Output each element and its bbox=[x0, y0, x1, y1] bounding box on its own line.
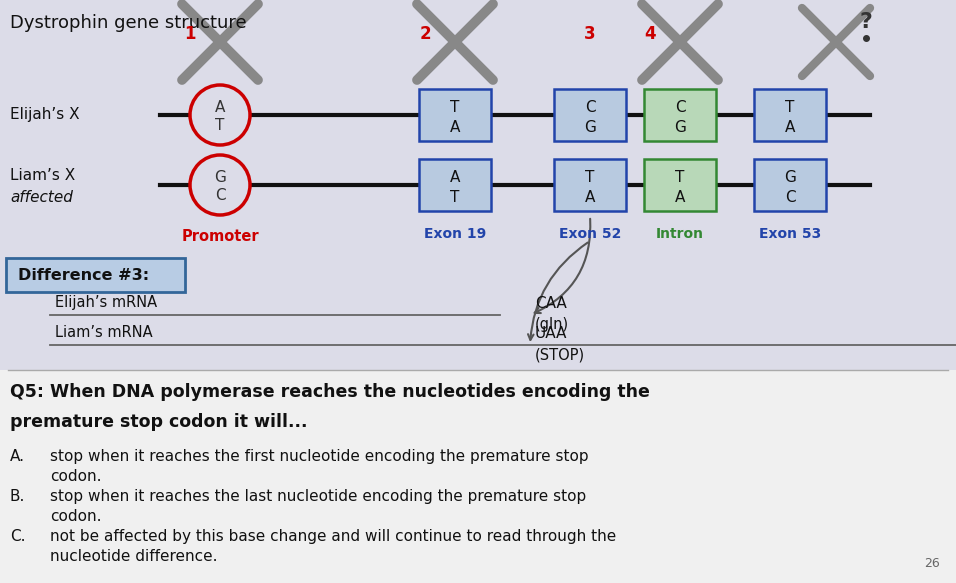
Text: A: A bbox=[450, 121, 460, 135]
Text: Exon 52: Exon 52 bbox=[559, 227, 621, 241]
Text: codon.: codon. bbox=[50, 469, 101, 484]
Text: 4: 4 bbox=[644, 25, 656, 43]
Bar bbox=[554, 89, 626, 141]
FancyBboxPatch shape bbox=[6, 258, 185, 292]
Text: Difference #3:: Difference #3: bbox=[18, 268, 149, 283]
Circle shape bbox=[190, 155, 250, 215]
Text: Exon 19: Exon 19 bbox=[424, 227, 486, 241]
Text: T: T bbox=[215, 118, 225, 134]
Text: Q5: When DNA polymerase reaches the nucleotides encoding the: Q5: When DNA polymerase reaches the nucl… bbox=[10, 383, 650, 401]
Bar bbox=[419, 89, 491, 141]
Text: Elijah’s mRNA: Elijah’s mRNA bbox=[55, 295, 157, 310]
Text: A: A bbox=[675, 191, 685, 205]
Circle shape bbox=[190, 85, 250, 145]
Text: C: C bbox=[215, 188, 226, 203]
Text: ?: ? bbox=[859, 12, 873, 32]
Text: Dystrophin gene structure: Dystrophin gene structure bbox=[10, 14, 247, 32]
Text: nucleotide difference.: nucleotide difference. bbox=[50, 549, 218, 564]
Text: affected: affected bbox=[10, 189, 73, 205]
Text: C: C bbox=[675, 100, 685, 115]
Bar bbox=[419, 159, 491, 211]
Text: premature stop codon it will...: premature stop codon it will... bbox=[10, 413, 308, 431]
Text: Intron: Intron bbox=[656, 227, 704, 241]
Text: Exon 53: Exon 53 bbox=[759, 227, 821, 241]
Bar bbox=[644, 159, 716, 211]
Text: 1: 1 bbox=[185, 25, 196, 43]
Text: A: A bbox=[785, 121, 795, 135]
Text: stop when it reaches the first nucleotide encoding the premature stop: stop when it reaches the first nucleotid… bbox=[50, 449, 589, 464]
Text: Liam’s mRNA: Liam’s mRNA bbox=[55, 325, 153, 340]
Bar bbox=[0, 370, 956, 583]
Text: C.: C. bbox=[10, 529, 26, 544]
Text: C: C bbox=[785, 191, 795, 205]
Text: A: A bbox=[585, 191, 596, 205]
Bar bbox=[754, 159, 826, 211]
Text: A: A bbox=[450, 170, 460, 185]
Text: not be affected by this base change and will continue to read through the: not be affected by this base change and … bbox=[50, 529, 617, 544]
Text: T: T bbox=[785, 100, 794, 115]
Bar bbox=[554, 159, 626, 211]
Text: B.: B. bbox=[10, 489, 26, 504]
Text: Elijah’s X: Elijah’s X bbox=[10, 107, 79, 122]
Text: (gln): (gln) bbox=[535, 318, 569, 332]
Text: T: T bbox=[450, 191, 460, 205]
Text: CAA: CAA bbox=[535, 296, 567, 311]
Text: 2: 2 bbox=[419, 25, 431, 43]
Text: stop when it reaches the last nucleotide encoding the premature stop: stop when it reaches the last nucleotide… bbox=[50, 489, 586, 504]
Text: T: T bbox=[675, 170, 684, 185]
Text: Promoter: Promoter bbox=[182, 229, 259, 244]
Text: (STOP): (STOP) bbox=[535, 347, 585, 363]
Text: 26: 26 bbox=[924, 557, 940, 570]
Text: C: C bbox=[585, 100, 596, 115]
Text: A: A bbox=[215, 100, 226, 114]
Text: codon.: codon. bbox=[50, 509, 101, 524]
Text: T: T bbox=[585, 170, 595, 185]
Text: 3: 3 bbox=[584, 25, 596, 43]
Text: G: G bbox=[784, 170, 796, 185]
Bar bbox=[644, 89, 716, 141]
Text: A.: A. bbox=[10, 449, 25, 464]
Text: G: G bbox=[674, 121, 686, 135]
Text: G: G bbox=[584, 121, 596, 135]
Text: UAA: UAA bbox=[535, 325, 567, 340]
Bar bbox=[754, 89, 826, 141]
Text: G: G bbox=[214, 170, 226, 184]
Text: Liam’s X: Liam’s X bbox=[10, 168, 76, 184]
Text: T: T bbox=[450, 100, 460, 115]
